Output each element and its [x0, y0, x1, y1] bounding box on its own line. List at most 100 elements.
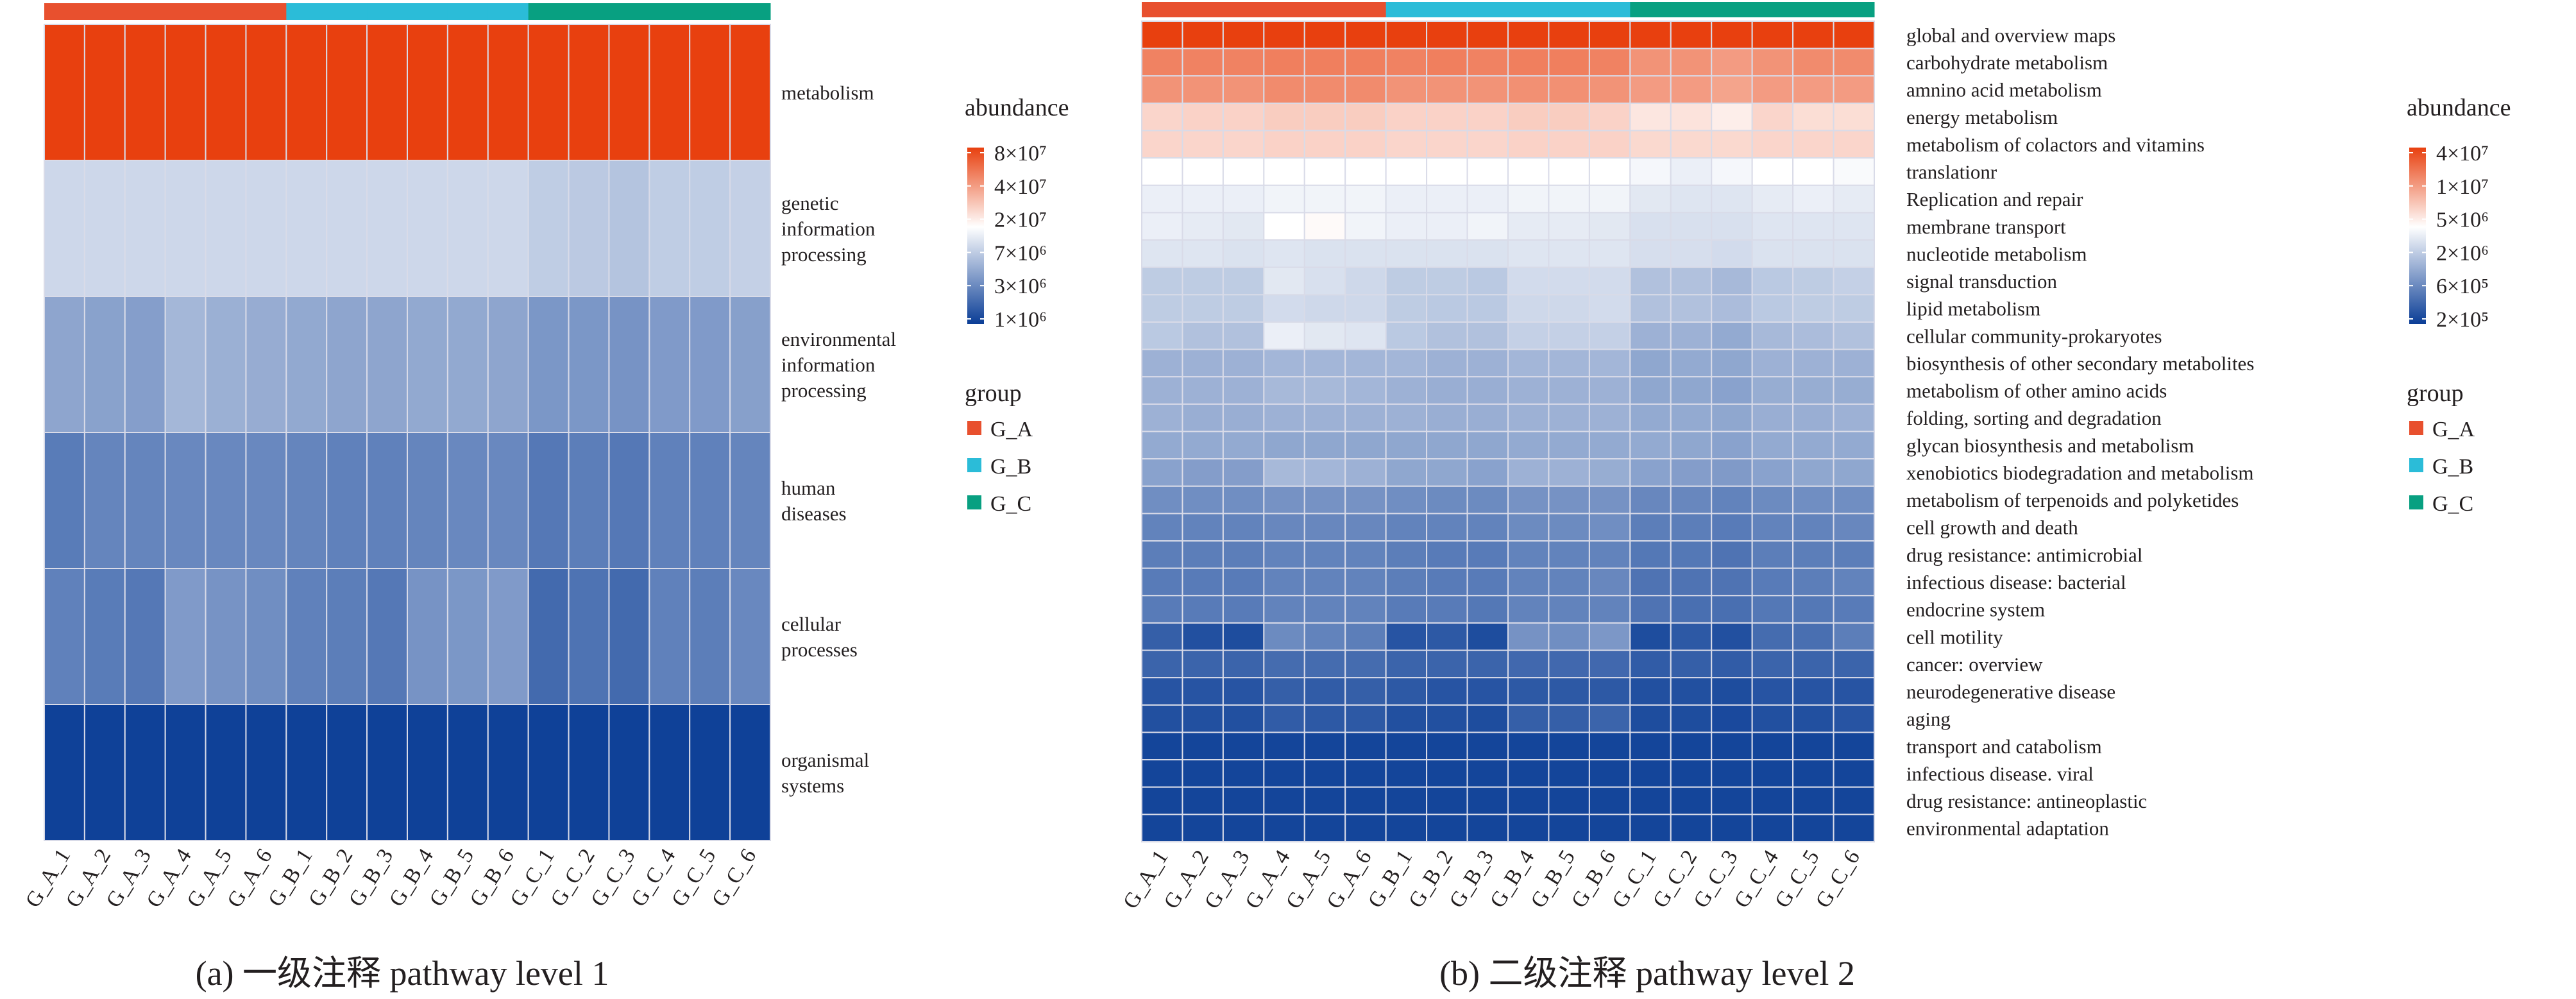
- heatmap-cell: [1588, 376, 1631, 405]
- heatmap-cell: [568, 24, 610, 161]
- heatmap-cell: [1833, 47, 1876, 77]
- heatmap-cell: [1344, 47, 1387, 77]
- row-label: carbohydrate metabolism: [1906, 51, 2108, 74]
- heatmap-cell: [285, 704, 328, 841]
- heatmap-cell: [1507, 677, 1550, 706]
- heatmap-cell: [205, 160, 247, 297]
- heatmap-cell: [1385, 704, 1428, 733]
- row-label: systems: [781, 774, 844, 797]
- heatmap-cell: [1303, 704, 1346, 733]
- heatmap-cell: [1833, 759, 1876, 788]
- heatmap-cell: [527, 432, 570, 569]
- heatmap-cell: [1833, 485, 1876, 515]
- heatmap-cell: [44, 24, 85, 161]
- colorbar-tick-label: 2×10⁵: [2436, 308, 2489, 332]
- heatmap-cell: [1711, 431, 1753, 460]
- heatmap-cell: [1303, 266, 1346, 296]
- heatmap-cell: [1588, 786, 1631, 815]
- heatmap-cell: [1344, 130, 1387, 159]
- heatmap-cell: [1670, 21, 1713, 49]
- heatmap-cell: [1711, 212, 1753, 241]
- heatmap-cell: [164, 160, 207, 297]
- heatmap-cell: [1466, 485, 1509, 515]
- heatmap-cell: [1385, 157, 1428, 186]
- group-bar-cell: [1467, 2, 1509, 17]
- heatmap-cell: [1182, 47, 1224, 77]
- heatmap-cell: [285, 24, 328, 161]
- heatmap-cell: [1548, 348, 1590, 378]
- heatmap-cell: [1426, 431, 1468, 460]
- heatmap-cell: [1792, 376, 1835, 405]
- heatmap-cell: [1303, 294, 1346, 323]
- heatmap-cell: [1344, 677, 1387, 706]
- heatmap-cell: [407, 432, 448, 569]
- heatmap-cell: [1385, 47, 1428, 77]
- group-bar-cell: [1589, 2, 1631, 17]
- heatmap-cell: [1711, 677, 1753, 706]
- heatmap-cell: [1711, 595, 1753, 624]
- heatmap-cell: [1548, 759, 1590, 788]
- heatmap-cell: [648, 568, 691, 705]
- group-bar-cell: [1345, 2, 1387, 17]
- heatmap-cell: [285, 296, 328, 433]
- heatmap-cell: [164, 24, 207, 161]
- heatmap-cell: [245, 296, 287, 433]
- heatmap-cell: [1141, 348, 1183, 378]
- heatmap-cell: [1344, 595, 1387, 624]
- heatmap-cell: [1711, 157, 1753, 186]
- colorbar-tick-label: 2×10⁶: [2436, 241, 2489, 265]
- heatmap-cell: [1670, 239, 1713, 268]
- heatmap-cell: [1548, 212, 1590, 241]
- heatmap-cell: [1263, 786, 1305, 815]
- heatmap-cell: [1426, 786, 1468, 815]
- heatmap-cell: [1222, 513, 1265, 542]
- heatmap-cell: [1670, 540, 1713, 569]
- heatmap-cell: [1263, 47, 1305, 77]
- heatmap-cell: [1385, 266, 1428, 296]
- heatmap-cell: [1141, 458, 1183, 487]
- heatmap-cell: [1670, 75, 1713, 104]
- heatmap-cell: [1629, 184, 1672, 214]
- heatmap-cell: [285, 568, 328, 705]
- heatmap-cell: [1222, 157, 1265, 186]
- heatmap-cell: [1426, 677, 1468, 706]
- heatmap-cell: [1670, 677, 1713, 706]
- heatmap-cell: [1426, 458, 1468, 487]
- heatmap-cell: [1548, 731, 1590, 761]
- heatmap-cell: [1141, 731, 1183, 761]
- group-swatch-g_b: [967, 458, 981, 472]
- group-bar-cell: [1304, 2, 1346, 17]
- heatmap-cell: [1222, 403, 1265, 432]
- heatmap-cell: [568, 160, 610, 297]
- heatmap-cell: [1466, 184, 1509, 214]
- heatmap-cell: [487, 160, 529, 297]
- heatmap-cell: [1507, 485, 1550, 515]
- row-label: information: [781, 354, 876, 376]
- heatmap-cell: [1833, 21, 1876, 49]
- heatmap-cell: [1141, 431, 1183, 460]
- heatmap-cell: [83, 160, 126, 297]
- heatmap-cell: [1507, 294, 1550, 323]
- group-legend-label: G_A: [2432, 418, 2475, 441]
- row-label: metabolism: [781, 81, 874, 104]
- heatmap-cell: [1426, 540, 1468, 569]
- group-swatch-g_a: [2409, 421, 2423, 435]
- row-label: cellular community-prokaryotes: [1906, 325, 2162, 347]
- heatmap-cell: [648, 160, 691, 297]
- heatmap-cell: [1792, 157, 1835, 186]
- heatmap-cell: [1792, 731, 1835, 761]
- heatmap-cell: [568, 296, 610, 433]
- heatmap-cell: [1466, 814, 1509, 843]
- heatmap-cell: [1141, 513, 1183, 542]
- heatmap-cell: [1466, 75, 1509, 104]
- heatmap-cell: [1222, 431, 1265, 460]
- heatmap-cell: [648, 704, 691, 841]
- heatmap-cell: [1263, 21, 1305, 49]
- heatmap-cell: [1303, 321, 1346, 350]
- group-legend-label: G_C: [990, 492, 1031, 516]
- heatmap-cell: [1792, 294, 1835, 323]
- heatmap-cell: [1588, 513, 1631, 542]
- heatmap-cell: [1141, 130, 1183, 159]
- heatmap-cell: [446, 24, 489, 161]
- heatmap-cell: [1344, 786, 1387, 815]
